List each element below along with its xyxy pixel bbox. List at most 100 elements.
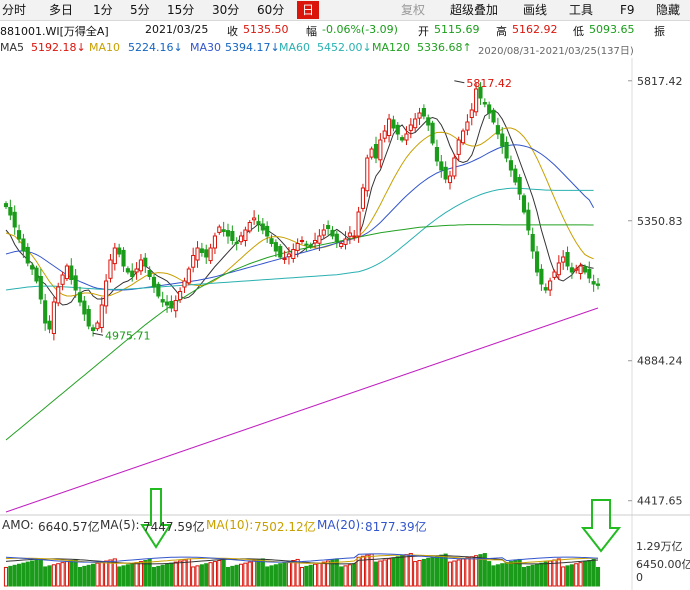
tab-daily[interactable]: 日 — [297, 1, 320, 19]
candle-body — [173, 300, 178, 312]
vol-ma10-label: MA(10): — [206, 518, 254, 532]
amplitude-label: 振 — [654, 25, 665, 38]
candle-body — [469, 109, 474, 118]
volume-bar — [191, 566, 196, 587]
candle-body — [460, 130, 466, 144]
volume-bar — [521, 566, 527, 587]
candle-body — [278, 246, 283, 258]
volume-bar — [526, 565, 531, 587]
tab-30min[interactable]: 30分 — [212, 3, 240, 17]
candle-body — [90, 327, 96, 331]
candle-body — [491, 109, 496, 123]
change-value: -0.06%(-3.09) — [322, 23, 398, 36]
volume-axis: 1.29万亿 6450.00亿 0 — [636, 538, 690, 588]
series-line-ma30 — [5, 144, 595, 291]
candle-body — [64, 265, 70, 280]
volume-bar — [156, 565, 161, 587]
volume-bar — [225, 566, 231, 587]
overlay-button[interactable]: 超级叠加 — [450, 3, 499, 17]
volume-bar — [221, 558, 226, 587]
candle-body — [487, 104, 492, 114]
volume-bar — [308, 564, 313, 587]
volume-bar — [265, 566, 270, 587]
volume-bar — [3, 566, 9, 587]
candle-body — [69, 265, 74, 280]
volume-bar — [317, 562, 322, 587]
volume-bar — [513, 560, 518, 587]
volume-bar — [539, 562, 544, 587]
f9-button[interactable]: F9 — [620, 3, 635, 17]
tab-intraday[interactable]: 分时 — [2, 3, 27, 17]
volume-bar — [495, 564, 500, 587]
date-range: 2020/08/31-2021/03/25(137日) — [478, 46, 634, 57]
tab-60min[interactable]: 60分 — [257, 3, 285, 17]
candle-body — [447, 175, 453, 184]
tab-multi-day[interactable]: 多日 — [49, 3, 74, 17]
volume-bar — [143, 560, 148, 587]
adjust-button[interactable]: 复权 — [401, 3, 426, 17]
tools-button[interactable]: 工具 — [569, 3, 594, 17]
tab-5min[interactable]: 5分 — [130, 3, 150, 17]
tab-15min[interactable]: 15分 — [167, 3, 195, 17]
candle-body — [439, 161, 444, 171]
volume-bar — [465, 557, 470, 587]
hide-button[interactable]: 隐藏 — [656, 3, 681, 17]
series-line-ma10 — [5, 127, 594, 297]
candle-body — [413, 118, 418, 129]
volume-bar — [238, 563, 244, 587]
candle-body — [182, 280, 187, 288]
volume-bar — [491, 565, 496, 587]
candle-body — [265, 225, 270, 237]
volume-bar — [591, 558, 596, 587]
candle-body — [330, 229, 335, 237]
candle-body — [273, 242, 278, 252]
volume-bar — [234, 564, 239, 587]
candle-body — [347, 232, 352, 237]
candle-body — [60, 274, 65, 285]
candle-body — [260, 223, 265, 231]
vol-tick-zero: 0 — [636, 571, 643, 584]
low-label: 低 — [573, 25, 584, 38]
series-line-ma60 — [5, 187, 594, 291]
volume-bar — [60, 562, 65, 587]
candle-body — [539, 268, 544, 285]
volume-ma-lines — [5, 553, 599, 565]
candle-body — [574, 268, 579, 271]
candle-body — [430, 122, 435, 144]
volume-bar — [273, 564, 278, 587]
candle-body — [230, 231, 235, 241]
volume-bar — [43, 566, 48, 587]
candle-body — [234, 241, 239, 245]
volume-bar — [478, 554, 483, 587]
candle-body — [556, 262, 561, 276]
volume-bar — [530, 564, 535, 587]
candle-body — [25, 246, 30, 264]
high-label: 高 — [496, 25, 507, 38]
candle-body — [578, 265, 583, 274]
volume-bar — [291, 560, 296, 587]
candle-body — [561, 256, 566, 263]
candle-body — [208, 247, 213, 262]
draw-line-button[interactable]: 画线 — [523, 3, 548, 17]
vol-ma20-label: MA(20): — [317, 518, 365, 532]
candle-body — [343, 238, 348, 245]
ma60-label: MA60 — [279, 41, 311, 54]
candle-body — [247, 222, 252, 232]
candle-body — [47, 320, 52, 330]
candle-body — [225, 230, 231, 237]
candle-body — [408, 124, 413, 131]
candle-body — [143, 257, 148, 267]
volume-bar — [56, 563, 61, 587]
volume-bar — [369, 553, 374, 587]
candle-body — [104, 280, 109, 307]
tab-1min[interactable]: 1分 — [93, 3, 113, 17]
candle-body — [360, 187, 366, 209]
candle-body — [548, 280, 553, 291]
volume-bar — [243, 562, 248, 587]
period-toolbar: 分时 多日 1分 5分 15分 30分 60分 日 复权 超级叠加 画线 工具 … — [0, 0, 690, 21]
down-arrow-icon — [140, 488, 172, 549]
candle-body — [434, 147, 440, 162]
volume-bar — [561, 566, 566, 587]
volume-bar — [500, 563, 505, 587]
